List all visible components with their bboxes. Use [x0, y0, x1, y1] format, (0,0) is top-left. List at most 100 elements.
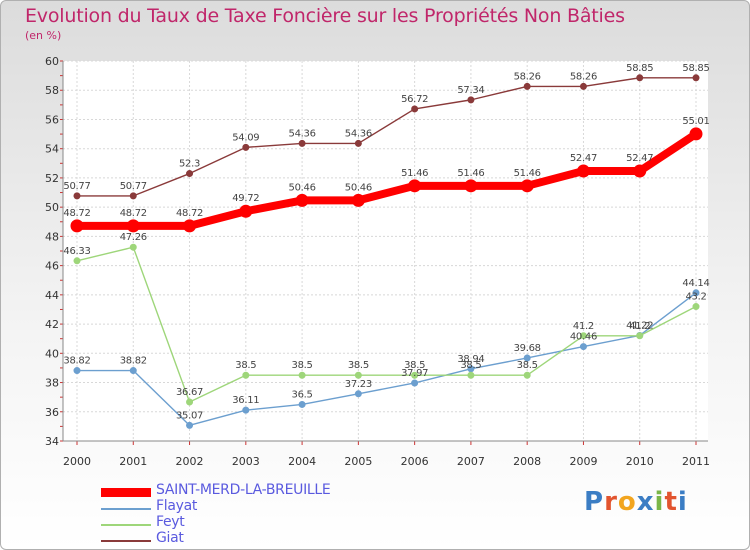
data-point [354, 139, 362, 147]
legend-swatch [101, 488, 151, 497]
legend-label: Giat [156, 530, 184, 546]
data-label: 38.5 [517, 360, 538, 371]
data-point [579, 82, 587, 90]
y-tick-label: 52 [45, 172, 59, 185]
series-line-saint-merd-la-breuille [73, 129, 700, 230]
data-point [298, 139, 306, 147]
legend-swatch [101, 524, 151, 526]
data-point [467, 96, 475, 104]
data-point [129, 192, 137, 200]
data-point [520, 179, 534, 193]
data-point [692, 303, 700, 311]
data-label: 48.72 [120, 208, 147, 219]
data-label: 36.67 [176, 387, 203, 398]
data-labels: 50.77 50.77 52.3 54.09 54.36 54.36 56.72 57.34 5… [63, 63, 709, 422]
data-label: 38.5 [292, 360, 313, 371]
data-point [692, 74, 700, 82]
data-label: 55.01 [682, 116, 709, 127]
data-label: 52.47 [626, 153, 653, 164]
data-label: 36.5 [292, 389, 313, 400]
data-label: 37.97 [401, 368, 428, 379]
data-label: 40.46 [570, 332, 597, 343]
legend-swatch [101, 508, 151, 510]
data-label: 58.26 [514, 71, 541, 82]
y-tick-label: 38 [45, 377, 59, 390]
x-tick-label: 2004 [288, 455, 316, 468]
x-tick-label: 2009 [569, 455, 597, 468]
data-point [129, 367, 137, 375]
data-label: 43.2 [685, 292, 706, 303]
logo-letter: x [636, 487, 655, 517]
data-point [351, 193, 365, 207]
data-label: 46.33 [63, 246, 90, 257]
data-label: 39.68 [514, 343, 541, 354]
data-label: 52.47 [570, 153, 597, 164]
data-point [354, 390, 362, 398]
data-label: 51.46 [401, 168, 428, 179]
x-tick-label: 2001 [119, 455, 147, 468]
data-label: 50.46 [345, 182, 372, 193]
series-line-flayat [76, 292, 697, 427]
data-point [523, 371, 531, 379]
series-line-feyt [76, 246, 697, 403]
data-point [242, 371, 250, 379]
data-point [411, 379, 419, 387]
legend-swatch [101, 540, 151, 542]
x-tick-label: 2011 [682, 455, 710, 468]
y-tick-label: 50 [45, 201, 59, 214]
data-label: 50.77 [120, 181, 147, 192]
plot-area [63, 61, 708, 441]
data-point [467, 371, 475, 379]
data-label: 36.11 [232, 395, 259, 406]
data-point [295, 193, 309, 207]
x-tick-label: 2005 [344, 455, 372, 468]
data-label: 44.14 [682, 278, 709, 289]
data-point [239, 204, 253, 218]
legend-label: Flayat [156, 498, 198, 514]
data-label: 52.3 [179, 159, 200, 170]
data-label: 58.26 [570, 71, 597, 82]
data-point [129, 243, 137, 251]
data-label: 56.72 [401, 94, 428, 105]
chart-title: Evolution du Taux de Taxe Foncière sur l… [25, 5, 625, 27]
data-point [579, 332, 587, 340]
y-tick-label: 44 [45, 289, 59, 302]
data-point [689, 127, 703, 141]
data-label: 51.46 [457, 168, 484, 179]
axes: 34 36 38 40 42 44 46 48 50 52 54 56 58 60 2000 2001 2002… [45, 55, 710, 468]
y-tick-label: 48 [45, 230, 59, 243]
data-point [579, 343, 587, 351]
data-point [411, 105, 419, 113]
data-label: 38.82 [63, 356, 90, 367]
logo-letter: i [677, 487, 688, 517]
data-point [298, 371, 306, 379]
data-point [186, 421, 194, 429]
legend-label: SAINT-MERD-LA-BREUILLE [156, 482, 331, 498]
data-label: 54.36 [289, 128, 316, 139]
data-point [464, 179, 478, 193]
data-label: 58.85 [626, 63, 653, 74]
data-label: 48.72 [176, 208, 203, 219]
data-point [186, 398, 194, 406]
y-tick-label: 40 [45, 347, 59, 360]
data-label: 41.2 [629, 321, 650, 332]
data-label: 54.36 [345, 128, 372, 139]
data-label: 38.5 [404, 360, 425, 371]
data-label: 50.77 [63, 181, 90, 192]
logo-letter: t [664, 487, 678, 517]
data-label: 38.5 [348, 360, 369, 371]
data-point [408, 179, 422, 193]
data-point [242, 143, 250, 151]
y-tick-label: 46 [45, 260, 59, 273]
data-point [692, 289, 700, 297]
data-label: 48.72 [63, 208, 90, 219]
data-point [523, 82, 531, 90]
data-label: 37.23 [345, 379, 372, 390]
y-tick-label: 54 [45, 143, 59, 156]
data-point [73, 192, 81, 200]
data-point [523, 354, 531, 362]
proxiti-logo: Proxiti [584, 487, 688, 517]
data-point [126, 219, 140, 233]
data-point [73, 367, 81, 375]
